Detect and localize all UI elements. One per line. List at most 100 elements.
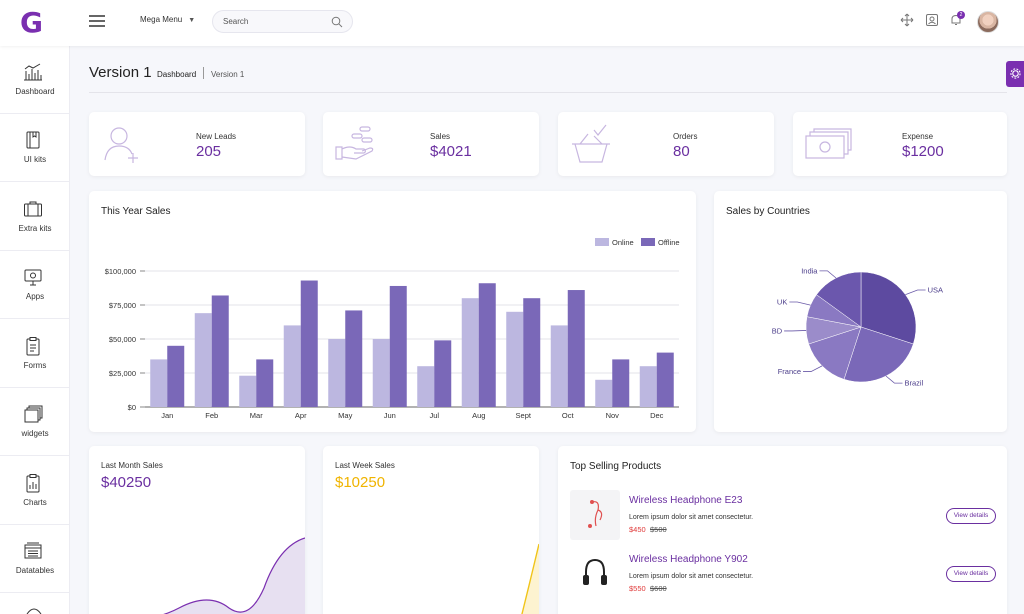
sales-chart-card: This Year Sales Online Offline $0 $25,000… [89,191,696,432]
pie-leader-line [789,301,811,306]
sidebar-item-label: UI kits [23,155,47,164]
brand-logo[interactable]: G [20,6,43,39]
x-tick-label: Feb [205,411,218,420]
stat-card-orders: Orders 80 [558,112,774,176]
basket-icon [572,124,610,163]
bar-offline-nov[interactable] [612,359,630,407]
bar-offline-may[interactable] [345,310,363,407]
bar-offline-jul[interactable] [434,340,452,407]
pie-slice-usa[interactable] [860,271,917,345]
avatar[interactable] [977,11,999,33]
sidebar-item-ui-kits[interactable]: UI kits [0,114,70,182]
bar-offline-jan[interactable] [167,345,185,407]
bar-online-aug[interactable] [461,298,479,407]
search-input[interactable] [223,17,323,26]
page-title: Version 1 [89,64,152,81]
bar-online-feb[interactable] [194,313,212,407]
mega-menu-dropdown[interactable]: Mega Menu ▼ [140,15,195,24]
sidebar-item-forms[interactable]: Forms [0,320,70,388]
bar-online-jan[interactable] [150,359,168,407]
x-tick-label: Nov [606,411,620,420]
product-image [570,490,620,540]
card-title: Sales by Countries [726,206,810,217]
pie-label: UK [777,297,787,306]
card-label: Last Month Sales [101,461,163,470]
sidebar-item-label: widgets [21,429,49,438]
bar-offline-mar[interactable] [256,359,274,407]
sidebar-item-charts[interactable]: Charts [0,457,70,525]
x-tick-label: Sept [516,411,532,420]
settings-toggle[interactable] [1006,61,1024,87]
product-price: $450 [629,525,646,534]
bar-online-mar[interactable] [239,375,257,407]
sidebar-item-label: Dashboard [15,87,55,96]
view-details-button[interactable]: View details [946,508,996,524]
menu-toggle-icon[interactable] [89,15,105,27]
bar-offline-feb[interactable] [211,295,229,407]
bar-online-may[interactable] [328,339,346,407]
bar-offline-dec[interactable] [656,352,674,407]
bar-offline-jun[interactable] [389,285,407,407]
more-icon [26,608,42,614]
y-tick-label: $75,000 [109,301,136,310]
breadcrumb-dashboard[interactable]: Dashboard [157,70,197,79]
x-tick-label: Jun [384,411,396,420]
pie-label: BD [772,326,783,335]
sidebar-item-extra-kits[interactable]: Extra kits [0,183,70,251]
x-tick-label: Aug [472,411,485,420]
table-icon [24,542,42,559]
user-add-icon [104,127,138,163]
product-old-price: $500 [650,525,667,534]
y-tick-label: $0 [128,403,136,412]
sidebar-item-dashboard[interactable]: Dashboard [0,46,70,114]
card-value: $10250 [335,474,386,491]
bar-online-oct[interactable] [550,325,568,407]
stat-card-sales: Sales $4021 [323,112,539,176]
bar-offline-aug[interactable] [478,283,496,407]
pie-slice-france[interactable] [808,326,862,380]
briefcase-icon [24,201,42,217]
bar-online-jun[interactable] [372,339,390,407]
pie-slice-india[interactable] [816,271,862,328]
sidebar-item-label: Charts [23,498,47,507]
sidebar-item-widgets[interactable]: widgets [0,388,70,456]
notification-badge: 2 [957,11,965,19]
bar-offline-oct[interactable] [567,290,585,407]
sidebar-item-datatables[interactable]: Datatables [0,525,70,593]
top-header: G Mega Menu ▼ 2 [0,0,1024,46]
legend-online[interactable]: Online [595,238,634,247]
book-icon [26,131,40,149]
bar-online-dec[interactable] [639,366,657,407]
profile-card-icon[interactable] [925,13,939,27]
bar-offline-sept[interactable] [523,298,541,407]
product-name[interactable]: Wireless Headphone Y902 [629,554,748,565]
product-old-price: $600 [650,584,667,593]
sidebar-item-apps[interactable]: Apps [0,251,70,319]
stat-value: 80 [673,143,690,160]
legend-label: Online [612,238,634,247]
pie-slice-brazil[interactable] [843,326,914,383]
y-tick-label: $50,000 [109,335,136,344]
y-tick-label: $100,000 [105,267,136,276]
sidebar-item-label: Datatables [15,566,55,575]
mega-menu-label: Mega Menu [140,15,183,24]
x-tick-label: Apr [295,411,307,420]
stat-value: $4021 [430,143,472,160]
clipboard-icon [26,337,40,356]
fullscreen-icon[interactable] [900,13,914,27]
headphones-icon [583,558,607,585]
bar-offline-apr[interactable] [300,280,318,407]
search-icon[interactable] [331,16,343,28]
bar-online-jul[interactable] [417,366,435,407]
layers-icon [24,405,43,423]
legend-label: Offline [658,238,680,247]
bar-online-apr[interactable] [283,325,301,407]
breadcrumb-separator [203,67,204,79]
product-name[interactable]: Wireless Headphone E23 [629,495,743,506]
bar-online-sept[interactable] [506,311,524,407]
view-details-button[interactable]: View details [946,566,996,582]
stat-label: New Leads [196,132,237,141]
pie-leader-line [885,375,903,384]
legend-offline[interactable]: Offline [641,238,680,247]
bar-online-nov[interactable] [595,379,613,407]
